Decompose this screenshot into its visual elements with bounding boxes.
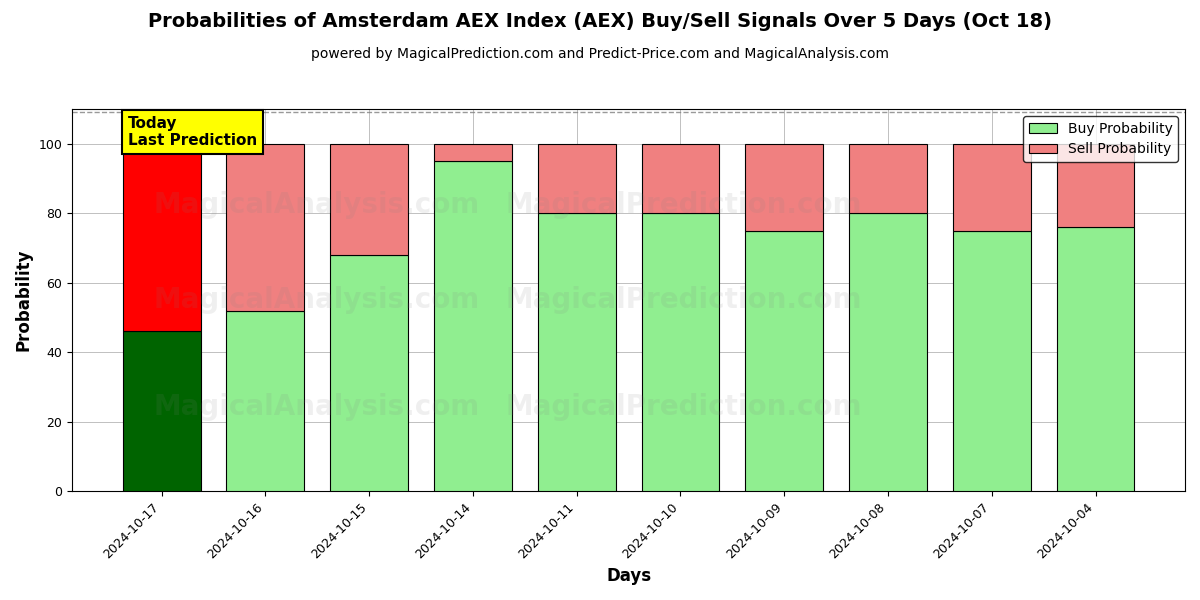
Bar <box>1056 227 1134 491</box>
Text: MagicalPrediction.com: MagicalPrediction.com <box>506 286 863 314</box>
Bar <box>642 213 719 491</box>
Bar <box>745 230 823 491</box>
Bar <box>330 255 408 491</box>
Bar <box>1056 144 1134 227</box>
Bar <box>953 144 1031 230</box>
X-axis label: Days: Days <box>606 567 652 585</box>
Bar <box>330 144 408 255</box>
Text: MagicalAnalysis.com: MagicalAnalysis.com <box>154 191 480 218</box>
Bar <box>227 144 305 311</box>
Bar <box>434 161 512 491</box>
Bar <box>122 144 200 331</box>
Text: MagicalAnalysis.com: MagicalAnalysis.com <box>154 286 480 314</box>
Text: powered by MagicalPrediction.com and Predict-Price.com and MagicalAnalysis.com: powered by MagicalPrediction.com and Pre… <box>311 47 889 61</box>
Bar <box>745 144 823 230</box>
Bar <box>953 230 1031 491</box>
Bar <box>122 331 200 491</box>
Bar <box>227 311 305 491</box>
Text: Today
Last Prediction: Today Last Prediction <box>128 116 257 148</box>
Text: MagicalPrediction.com: MagicalPrediction.com <box>506 191 863 218</box>
Bar <box>642 144 719 213</box>
Text: MagicalPrediction.com: MagicalPrediction.com <box>506 393 863 421</box>
Bar <box>538 213 616 491</box>
Legend: Buy Probability, Sell Probability: Buy Probability, Sell Probability <box>1024 116 1178 162</box>
Y-axis label: Probability: Probability <box>16 249 34 352</box>
Text: MagicalAnalysis.com: MagicalAnalysis.com <box>154 393 480 421</box>
Bar <box>850 144 926 213</box>
Bar <box>538 144 616 213</box>
Bar <box>850 213 926 491</box>
Text: Probabilities of Amsterdam AEX Index (AEX) Buy/Sell Signals Over 5 Days (Oct 18): Probabilities of Amsterdam AEX Index (AE… <box>148 12 1052 31</box>
Bar <box>434 144 512 161</box>
